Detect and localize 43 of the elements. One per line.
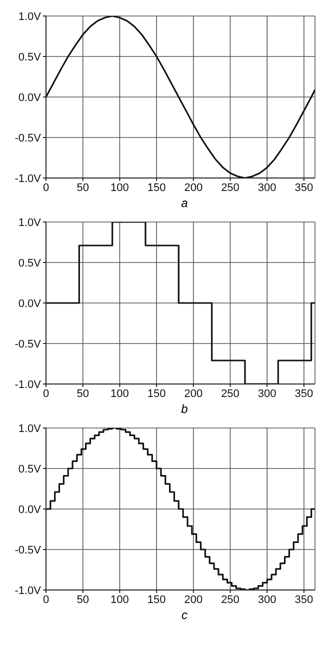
x-tick-label: 100 (110, 594, 129, 606)
x-tick-label: 200 (184, 182, 203, 194)
y-tick-label: 1.0V (18, 422, 42, 435)
x-tick-label: 0 (42, 182, 50, 194)
x-tick-label: 350 (294, 594, 314, 606)
y-tick-label: -1.0V (14, 584, 42, 597)
y-tick-label: 1.0V (18, 10, 42, 23)
y-tick-label: 0.5V (18, 257, 42, 270)
x-tick-label: 350 (294, 182, 314, 194)
x-tick-label: 100 (110, 182, 129, 194)
y-tick-label: -1.0V (14, 378, 42, 391)
y-tick-label: -0.5V (14, 338, 42, 350)
x-axis-title: a (180, 196, 189, 212)
y-tick-label: 0.5V (18, 463, 42, 476)
x-tick-label: 50 (76, 594, 89, 606)
x-tick-label: 250 (221, 182, 240, 194)
x-tick-label: 250 (221, 388, 240, 400)
x-tick-label: 300 (258, 594, 276, 606)
x-tick-label: 350 (294, 388, 314, 400)
x-tick-label: 150 (147, 182, 166, 194)
y-tick-label: 1.0V (18, 216, 42, 229)
x-tick-label: 0 (42, 594, 50, 606)
x-tick-label: 150 (147, 388, 166, 400)
x-tick-label: 300 (258, 182, 276, 194)
y-tick-label: 0.0V (18, 504, 42, 516)
x-tick-label: 300 (258, 388, 276, 400)
line-series (46, 16, 315, 178)
x-tick-label: 50 (76, 388, 89, 400)
x-tick-label: 250 (221, 594, 240, 606)
x-tick-label: 200 (184, 594, 203, 606)
x-tick-label: 0 (42, 388, 50, 400)
x-axis-title: b (180, 402, 189, 418)
y-tick-label: -0.5V (14, 132, 42, 144)
x-axis-title: c (180, 608, 188, 624)
y-tick-label: 0.0V (18, 92, 42, 104)
x-tick-label: 50 (76, 182, 89, 194)
x-tick-label: 200 (184, 388, 203, 400)
y-tick-label: 0.5V (18, 51, 42, 64)
y-tick-label: 0.0V (18, 298, 42, 310)
x-tick-label: 150 (147, 594, 166, 606)
y-tick-label: -0.5V (14, 544, 42, 556)
x-tick-label: 100 (110, 388, 129, 400)
y-tick-label: -1.0V (14, 172, 42, 185)
